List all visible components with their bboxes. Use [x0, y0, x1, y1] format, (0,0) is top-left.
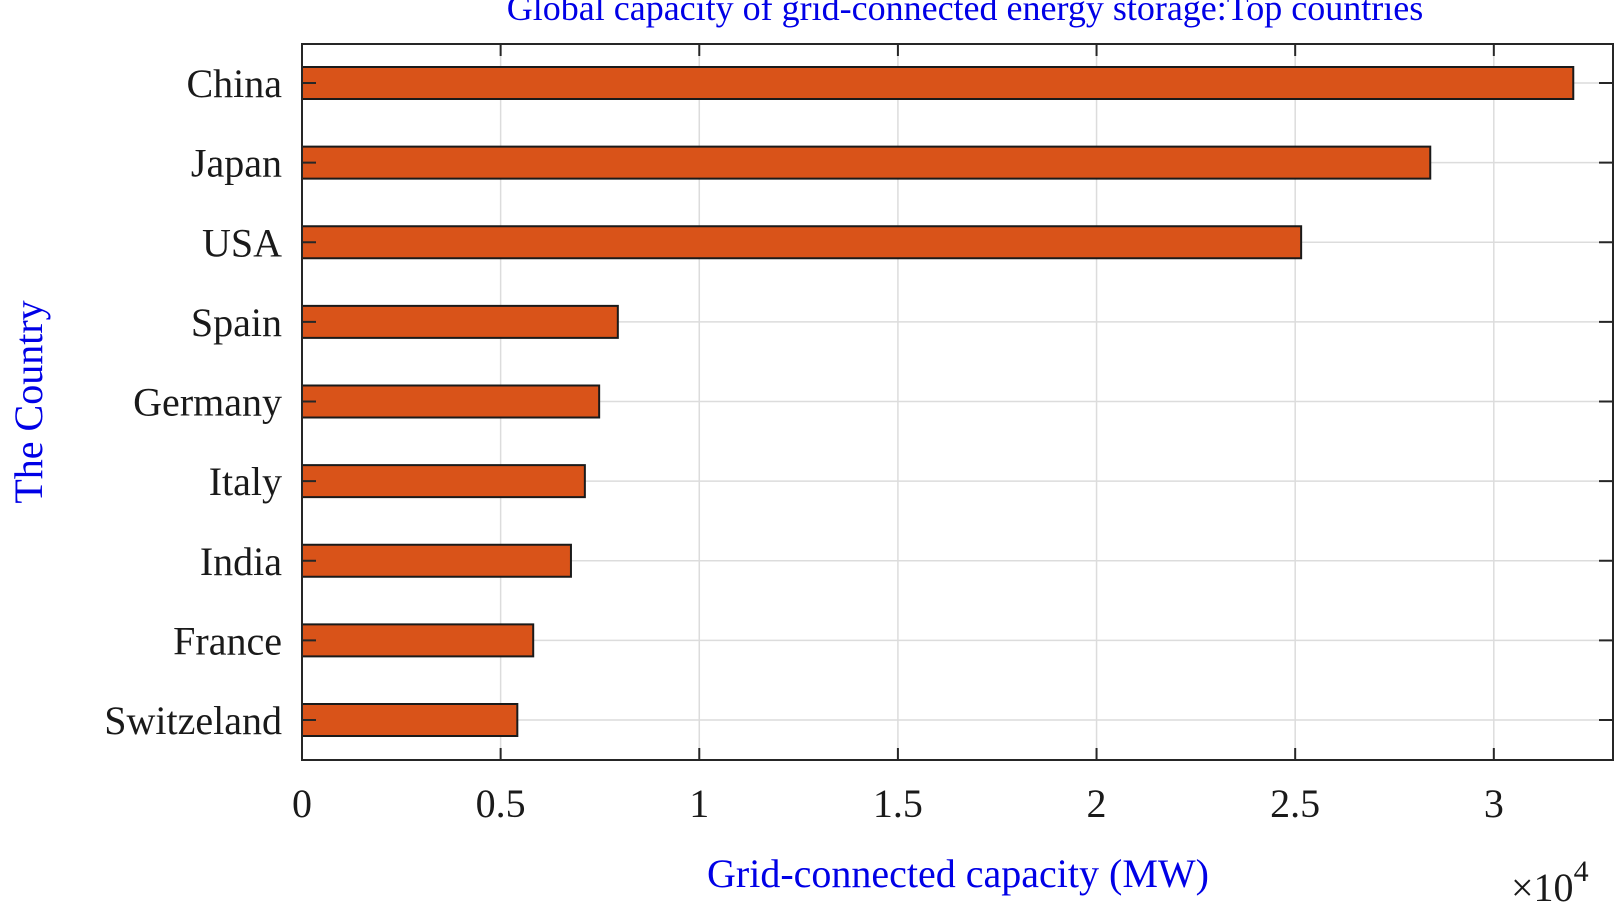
- bar-germany: [301, 384, 601, 419]
- x-exponent-base: ×10: [1511, 865, 1574, 910]
- bars: [301, 66, 1575, 737]
- y-tick-label: USA: [202, 220, 282, 265]
- y-axis-label: The Country: [6, 300, 51, 503]
- axis-ticks: [301, 44, 1613, 760]
- bar-spain: [301, 304, 619, 339]
- x-axis-label: Grid-connected capacity (MW): [707, 851, 1209, 896]
- bar-india: [301, 543, 572, 578]
- x-tick-label: 2: [1087, 781, 1107, 826]
- x-tick-label: 0: [292, 781, 312, 826]
- y-tick-label: China: [186, 61, 282, 106]
- plot-frame: [301, 43, 1614, 761]
- x-tick-label: 1: [689, 781, 709, 826]
- bar-switzeland: [301, 703, 519, 737]
- y-tick-labels: China Japan USA Spain Germany Italy India Franc…: [104, 61, 282, 743]
- bar-italy: [301, 464, 586, 499]
- y-tick-label: Italy: [209, 459, 282, 504]
- bar-usa: [301, 225, 1303, 260]
- bar-china: [301, 66, 1575, 100]
- x-tick-label: 0.5: [476, 781, 526, 826]
- x-exponent-label: ×104: [1511, 855, 1589, 910]
- x-tick-label: 3: [1484, 781, 1504, 826]
- chart-title: Global capacity of grid-connected energy…: [507, 0, 1423, 28]
- x-tick-label: 2.5: [1270, 781, 1320, 826]
- bar-france: [301, 623, 535, 658]
- y-tick-label: Spain: [191, 300, 282, 345]
- bar-japan: [301, 145, 1432, 180]
- y-tick-label: France: [173, 618, 282, 663]
- x-exponent-power: 4: [1574, 855, 1589, 888]
- y-tick-label: Japan: [191, 141, 282, 186]
- x-tick-labels: 0 0.5 1 1.5 2 2.5 3: [292, 781, 1504, 826]
- y-tick-label: Germany: [133, 380, 282, 425]
- y-tick-label: Switzeland: [104, 698, 282, 743]
- x-tick-label: 1.5: [873, 781, 923, 826]
- y-tick-label: India: [200, 539, 282, 584]
